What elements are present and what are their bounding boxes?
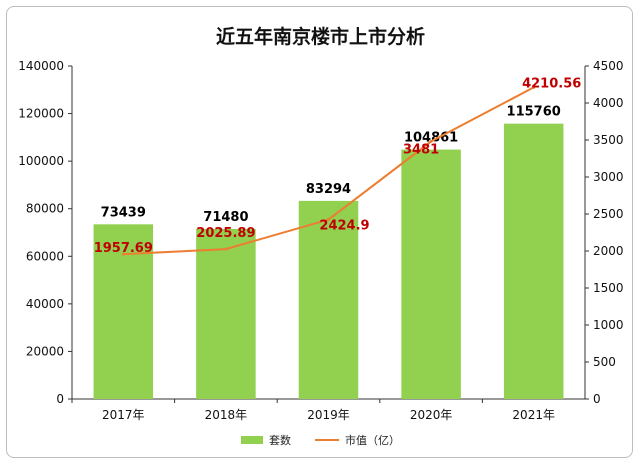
x-tick-label: 2019年 [307,408,350,422]
y-right-tick-label: 500 [593,355,616,369]
line-data-label: 4210.56 [522,76,581,91]
bar-data-label: 83294 [306,182,351,197]
y-right-tick-label: 4000 [593,96,624,110]
legend-label-units: 套数 [269,434,291,447]
y-left-tick-label: 0 [56,392,64,406]
line-data-label: 1957.69 [94,241,153,256]
bar [196,228,256,399]
y-right-tick-label: 3500 [593,133,624,147]
y-right-tick-label: 0 [593,392,601,406]
y-left-tick-label: 20000 [26,344,64,358]
chart-legend: 套数 市值（亿） [0,432,641,448]
line-point [429,139,433,143]
y-left-tick-label: 140000 [18,59,64,73]
x-tick-label: 2018年 [205,408,248,422]
line-point [327,218,330,222]
x-tick-label: 2017年 [102,408,145,422]
legend-item-units: 套数 [241,432,291,448]
legend-swatch-line [315,439,339,441]
bar-data-label: 71480 [203,210,248,225]
y-right-tick-label: 4500 [593,59,624,73]
x-tick-label: 2021年 [512,408,555,422]
line-point [532,85,536,89]
legend-label-value: 市值（亿） [345,434,400,447]
y-left-tick-label: 120000 [18,107,64,121]
y-left-tick-label: 40000 [26,297,64,311]
bar [503,123,564,400]
bar-data-label: 115760 [507,105,561,120]
line-point [121,252,125,256]
y-right-tick-label: 1500 [593,281,624,295]
y-right-tick-label: 1000 [593,318,624,332]
y-right-tick-label: 3000 [593,170,624,184]
bar [401,149,461,399]
y-left-tick-label: 60000 [26,249,64,263]
line-data-label: 2424.9 [319,219,369,234]
legend-swatch-bar [241,436,263,444]
y-right-tick-label: 2500 [593,207,624,221]
line-data-label: 3481 [403,142,439,157]
y-left-tick-label: 100000 [18,154,64,168]
line-data-label: 2025.89 [196,226,255,241]
chart-title: 近五年南京楼市上市分析 [215,26,425,48]
line-point [224,247,228,251]
y-left-tick-label: 80000 [26,202,64,216]
y-right-tick-label: 2000 [593,244,624,258]
x-tick-label: 2020年 [410,408,453,422]
legend-item-value: 市值（亿） [315,432,400,448]
bar [298,200,359,399]
bar-data-label: 73439 [101,205,146,220]
